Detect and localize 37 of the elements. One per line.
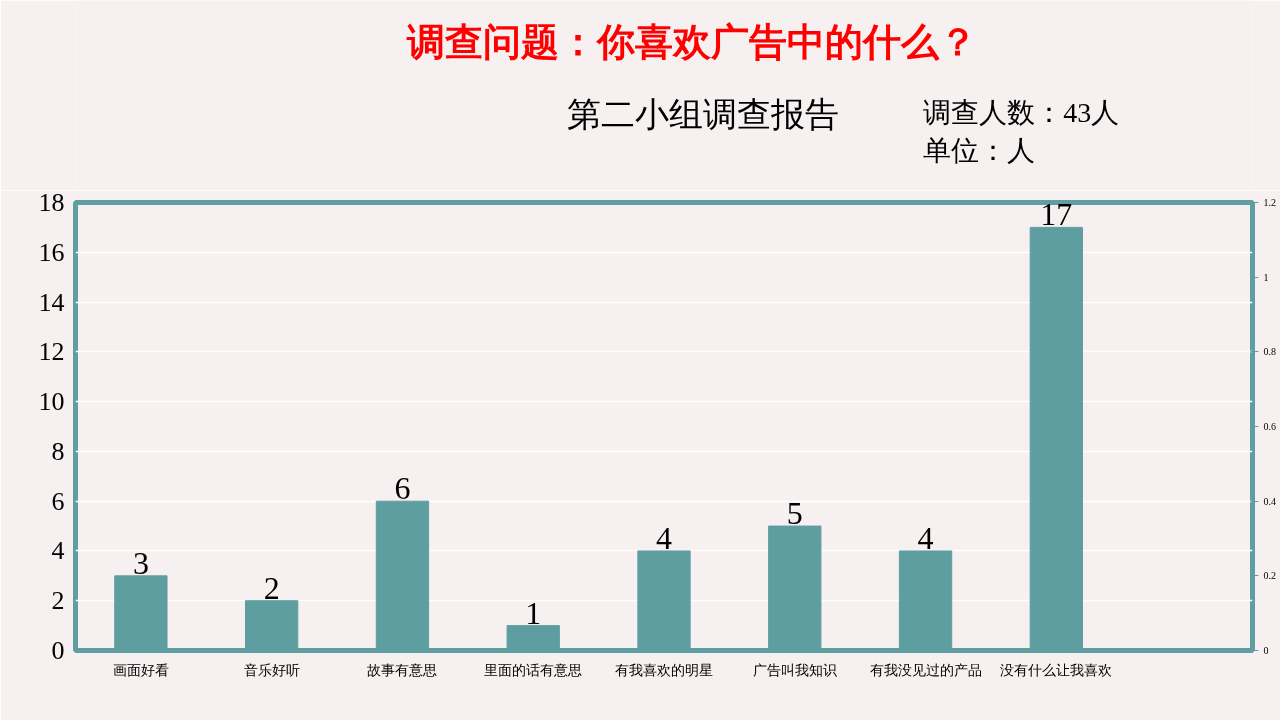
y2-tick-label: 1.2 <box>1263 197 1276 208</box>
x-tick-label: 广告叫我知识 <box>752 661 837 678</box>
y-tick-label: 0 <box>51 636 65 665</box>
x-tick-label: 有我喜欢的明星 <box>615 661 713 678</box>
text: 第二小组调查报告 <box>566 95 839 133</box>
y-tick-label: 18 <box>38 188 65 217</box>
y2-tick-label: 1 <box>1263 271 1269 283</box>
data-label: 17 <box>1040 196 1073 233</box>
x-tick-label: 画面好看 <box>112 661 169 678</box>
y2-tick-label: 0.8 <box>1263 346 1276 358</box>
y-tick-label: 10 <box>38 387 65 417</box>
data-label: 4 <box>917 519 934 556</box>
data-label: 3 <box>132 544 149 581</box>
y2-tick-label: 0.2 <box>1263 570 1276 582</box>
y2-tick-label: 0.6 <box>1263 421 1276 432</box>
data-label: 4 <box>656 519 672 556</box>
text: 单位：人 <box>923 134 1036 166</box>
y-tick-label: 14 <box>38 287 65 317</box>
text: 调查人数：43人 <box>923 96 1120 128</box>
y-tick-label: 6 <box>51 486 65 516</box>
x-tick-label: 故事有意思 <box>367 661 438 678</box>
x-tick-label: 音乐好听 <box>243 661 300 678</box>
y2-tick-label: 0.4 <box>1263 495 1276 507</box>
x-tick-label: 没有什么让我喜欢 <box>1000 661 1113 678</box>
y-tick-label: 16 <box>38 237 65 267</box>
data-label: 5 <box>786 495 803 532</box>
y2-tick-label: 0 <box>1263 645 1269 656</box>
data-label: 6 <box>394 470 411 507</box>
y-tick-label: 4 <box>51 536 65 566</box>
chart-title: 调查问题：你喜欢广告中的什么？ <box>405 20 977 63</box>
y-tick-label: 2 <box>51 586 65 616</box>
data-label: 1 <box>525 594 542 631</box>
y-tick-label: 12 <box>38 337 65 367</box>
x-tick-label: 里面的话有意思 <box>484 661 583 678</box>
y-tick-label: 8 <box>51 436 65 466</box>
x-tick-label: 有我没见过的产品 <box>869 661 982 678</box>
data-label: 2 <box>263 569 280 606</box>
